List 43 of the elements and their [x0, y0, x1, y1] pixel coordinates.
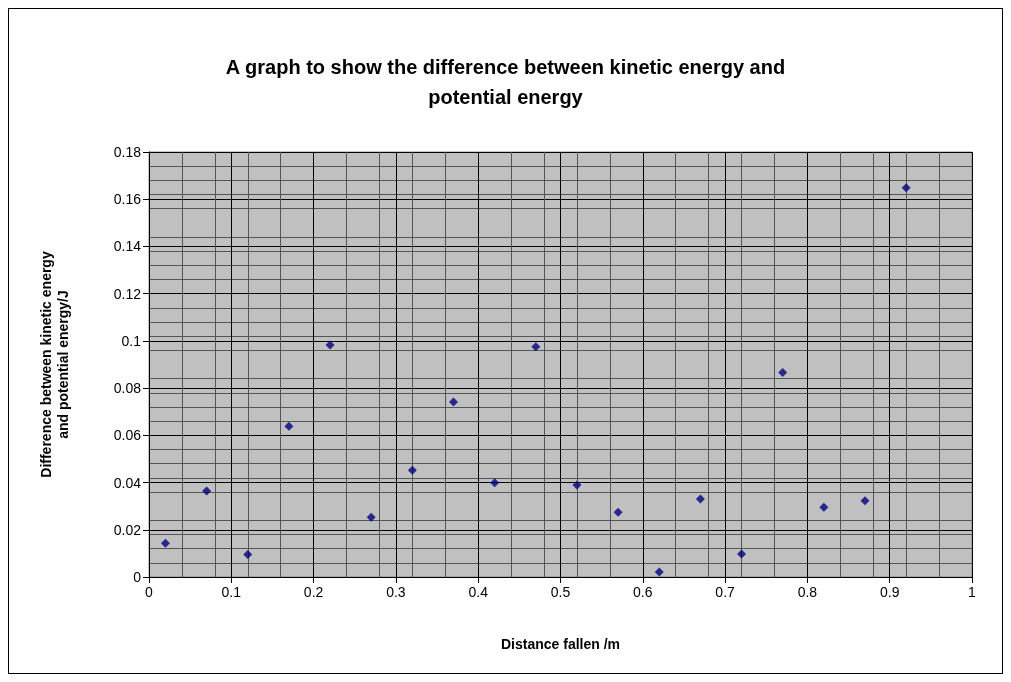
point	[449, 397, 459, 407]
point	[243, 550, 253, 560]
chart-title: A graph to show the difference between kinetic energy and potential energy	[225, 56, 786, 108]
point	[407, 465, 417, 475]
point	[778, 368, 788, 378]
point	[490, 478, 500, 488]
y-tick-label: 0	[133, 569, 142, 585]
x-tick-label: 0.4	[468, 584, 489, 600]
point	[572, 480, 582, 490]
y-axis-title: Difference between kinetic energy and potential energy/J	[37, 251, 71, 478]
y-tick-label: 0.1	[121, 332, 142, 349]
y-tick-label: 0.08	[113, 380, 142, 397]
y-tick-label: 0.16	[113, 191, 142, 208]
point	[613, 507, 623, 517]
point	[695, 494, 705, 504]
point	[819, 502, 829, 512]
point	[860, 496, 870, 506]
x-tick-label: 0.9	[879, 584, 900, 600]
x-tick-label: 0.6	[633, 584, 653, 600]
x-tick-label: 0.7	[715, 584, 736, 600]
point	[366, 512, 376, 522]
x-tick-label: 0.2	[303, 584, 324, 600]
y-tick-label: 0.14	[113, 238, 142, 255]
point	[531, 342, 541, 352]
x-tick-label: 0.5	[550, 584, 571, 600]
y-tick-label: 0.06	[113, 427, 142, 444]
point	[654, 567, 664, 577]
x-tick-label: 0	[145, 584, 154, 600]
y-tick-label: 0.02	[113, 521, 142, 538]
point	[202, 486, 212, 496]
point	[284, 421, 294, 431]
x-tick-label: 0.8	[797, 584, 818, 600]
x-axis-title: Distance fallen /m	[500, 635, 621, 652]
point	[325, 340, 335, 350]
y-tick-label: 0.12	[113, 285, 142, 302]
x-tick-label: 1	[968, 584, 977, 600]
point	[901, 183, 911, 193]
x-tick-label: 0.1	[221, 584, 242, 600]
x-tick-label: 0.3	[386, 584, 406, 600]
point	[737, 549, 747, 559]
y-tick-label: 0.04	[113, 474, 142, 491]
y-tick-label: 0.18	[113, 144, 142, 160]
point	[160, 538, 170, 548]
